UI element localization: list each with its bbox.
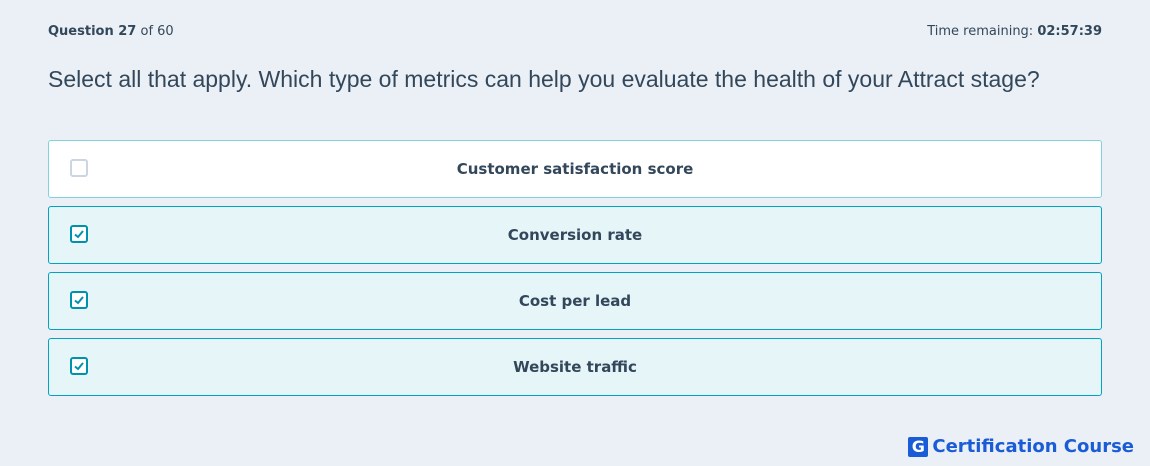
checkbox[interactable] xyxy=(70,291,88,309)
timer: Time remaining: 02:57:39 xyxy=(927,24,1102,39)
option[interactable]: Customer satisfaction score xyxy=(48,140,1102,198)
logo: G xyxy=(908,436,929,457)
brand-name: Certification Course xyxy=(932,436,1134,457)
option[interactable]: Conversion rate xyxy=(48,206,1102,264)
option-label: Cost per lead xyxy=(518,292,632,310)
timer-label: Time remaining: xyxy=(927,24,1034,39)
timer-value: 02:57:39 xyxy=(1037,24,1102,39)
checkbox[interactable] xyxy=(70,225,88,243)
question-total: of 60 xyxy=(140,24,174,39)
question-counter: Question 27 of 60 xyxy=(48,24,174,39)
question-text: Select all that apply. Which type of met… xyxy=(48,66,1040,92)
option-label: Customer satisfaction score xyxy=(456,160,694,178)
checkbox[interactable] xyxy=(70,159,88,177)
option[interactable]: Cost per lead xyxy=(48,272,1102,330)
question-number: Question 27 xyxy=(48,24,137,39)
option-list: Customer satisfaction score Conversion ra… xyxy=(48,140,1102,404)
option-label: Website traffic xyxy=(513,358,637,376)
brand: G Certification Course xyxy=(908,436,1134,457)
option[interactable]: Website traffic xyxy=(48,338,1102,396)
check-mark xyxy=(74,362,84,371)
check-mark xyxy=(74,296,84,305)
check-mark xyxy=(74,230,84,239)
checkbox[interactable] xyxy=(70,357,88,375)
option-label: Conversion rate xyxy=(507,226,643,244)
